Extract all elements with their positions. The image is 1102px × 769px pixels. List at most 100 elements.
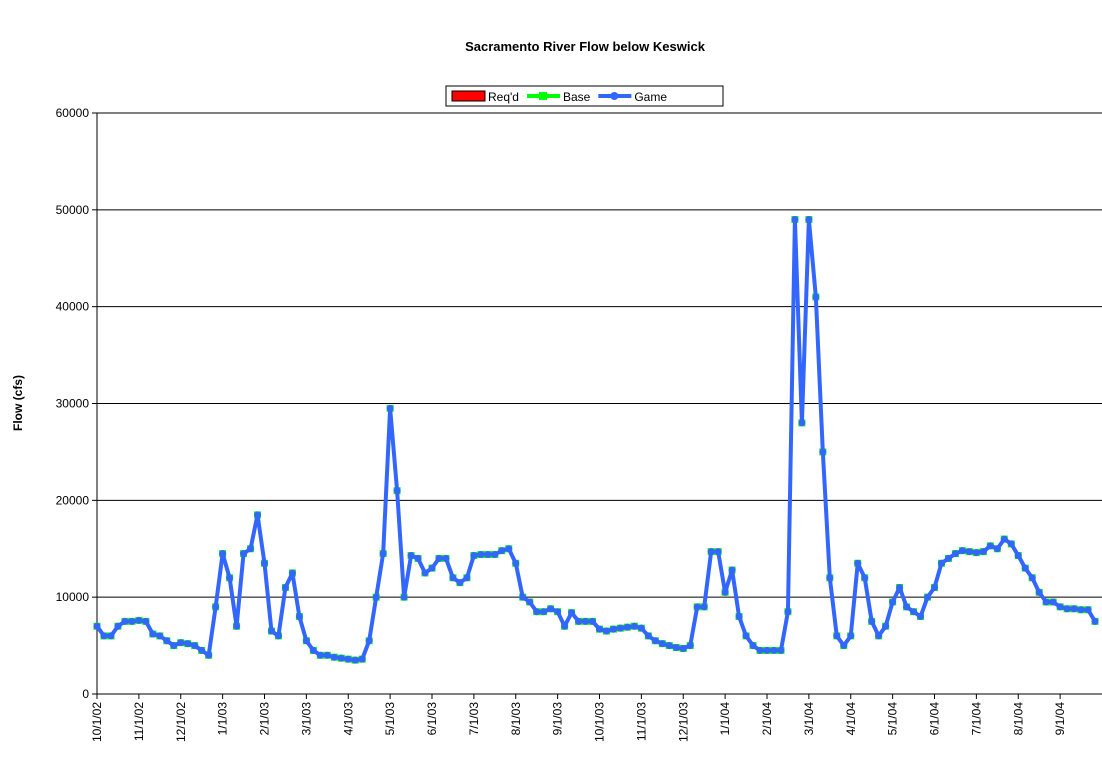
data-point xyxy=(519,593,527,601)
data-point xyxy=(1056,603,1064,611)
data-point xyxy=(274,632,282,640)
data-point xyxy=(1014,552,1022,560)
data-point xyxy=(1042,598,1050,606)
series-line xyxy=(95,218,1097,662)
data-point xyxy=(805,216,813,224)
data-point xyxy=(302,637,310,645)
data-point xyxy=(965,548,973,556)
data-point xyxy=(435,554,443,562)
data-point xyxy=(1091,617,1099,625)
data-point xyxy=(644,632,652,640)
data-point xyxy=(1077,606,1085,614)
data-point xyxy=(219,550,227,558)
data-point xyxy=(616,624,624,632)
x-tick-label: 12/1/03 xyxy=(676,702,690,742)
x-tick-label: 5/1/04 xyxy=(886,702,900,736)
data-point xyxy=(163,637,171,645)
data-point xyxy=(749,642,757,650)
data-point xyxy=(993,545,1001,553)
data-point xyxy=(414,554,422,562)
x-tick-label: 4/1/04 xyxy=(844,702,858,736)
data-point xyxy=(128,617,136,625)
x-tick-label: 2/1/04 xyxy=(760,702,774,736)
data-point xyxy=(407,552,415,560)
data-point xyxy=(812,293,820,301)
data-point xyxy=(344,655,352,663)
data-point xyxy=(156,632,164,640)
data-point xyxy=(861,574,869,582)
data-point xyxy=(1063,605,1071,613)
data-point xyxy=(491,551,499,559)
x-tick-label: 4/1/03 xyxy=(341,702,355,736)
data-point xyxy=(240,550,248,558)
y-tick-label: 40000 xyxy=(56,300,90,314)
data-point xyxy=(498,547,506,555)
x-tick-label: 2/1/03 xyxy=(258,702,272,736)
x-tick-label: 9/1/03 xyxy=(551,702,565,736)
data-point xyxy=(931,583,938,591)
data-point xyxy=(972,549,980,557)
data-point xyxy=(135,616,143,624)
y-tick-label: 30000 xyxy=(56,397,90,411)
data-point xyxy=(1084,606,1092,614)
data-point xyxy=(295,613,303,621)
data-point xyxy=(442,554,450,562)
data-point xyxy=(896,583,904,591)
data-point xyxy=(609,625,617,633)
legend-label: Base xyxy=(563,90,591,104)
data-point xyxy=(149,630,157,638)
data-point xyxy=(1049,598,1057,606)
data-point xyxy=(882,622,890,630)
x-tick-label: 1/1/03 xyxy=(216,702,230,736)
x-tick-label: 9/1/04 xyxy=(1053,702,1067,736)
x-tick-label: 3/1/04 xyxy=(802,702,816,736)
x-tick-label: 10/1/02 xyxy=(90,702,104,742)
data-point xyxy=(470,552,478,560)
data-point xyxy=(791,216,799,224)
data-point xyxy=(114,622,122,630)
data-point xyxy=(986,542,994,550)
x-tick-label: 7/1/03 xyxy=(467,702,481,736)
legend-label: Game xyxy=(634,90,667,104)
data-point xyxy=(1007,540,1015,548)
data-point xyxy=(714,548,722,556)
data-point xyxy=(512,559,520,567)
data-point xyxy=(596,625,603,633)
data-point xyxy=(421,569,429,577)
data-point xyxy=(449,574,457,582)
data-point xyxy=(191,642,199,650)
data-point xyxy=(826,574,834,582)
data-point xyxy=(693,603,701,611)
data-point xyxy=(707,548,715,556)
data-point xyxy=(351,656,359,664)
legend-label: Req'd xyxy=(488,90,519,104)
data-point xyxy=(700,603,708,611)
x-tick-label: 8/1/03 xyxy=(509,702,523,736)
data-point xyxy=(505,545,513,553)
data-point xyxy=(554,608,562,616)
data-point xyxy=(288,569,296,577)
data-point xyxy=(958,547,966,555)
data-point xyxy=(107,632,115,640)
data-point xyxy=(623,623,631,631)
data-point xyxy=(777,646,785,654)
data-point xyxy=(330,653,338,661)
data-point xyxy=(889,598,897,606)
data-point xyxy=(979,548,987,556)
data-point xyxy=(679,644,687,652)
data-point xyxy=(728,566,736,574)
data-point xyxy=(254,511,262,519)
data-point xyxy=(798,419,806,427)
legend-box xyxy=(445,85,724,107)
data-point xyxy=(386,404,394,412)
data-point xyxy=(665,642,673,650)
data-point xyxy=(910,608,918,616)
data-point xyxy=(484,551,492,559)
x-tick-label: 11/1/03 xyxy=(634,702,648,741)
data-point xyxy=(917,613,925,621)
data-point xyxy=(540,608,548,616)
y-axis-label: Flow (cfs) xyxy=(11,375,25,431)
data-point xyxy=(184,640,192,648)
legend-swatch xyxy=(451,90,486,102)
data-point xyxy=(547,605,555,613)
